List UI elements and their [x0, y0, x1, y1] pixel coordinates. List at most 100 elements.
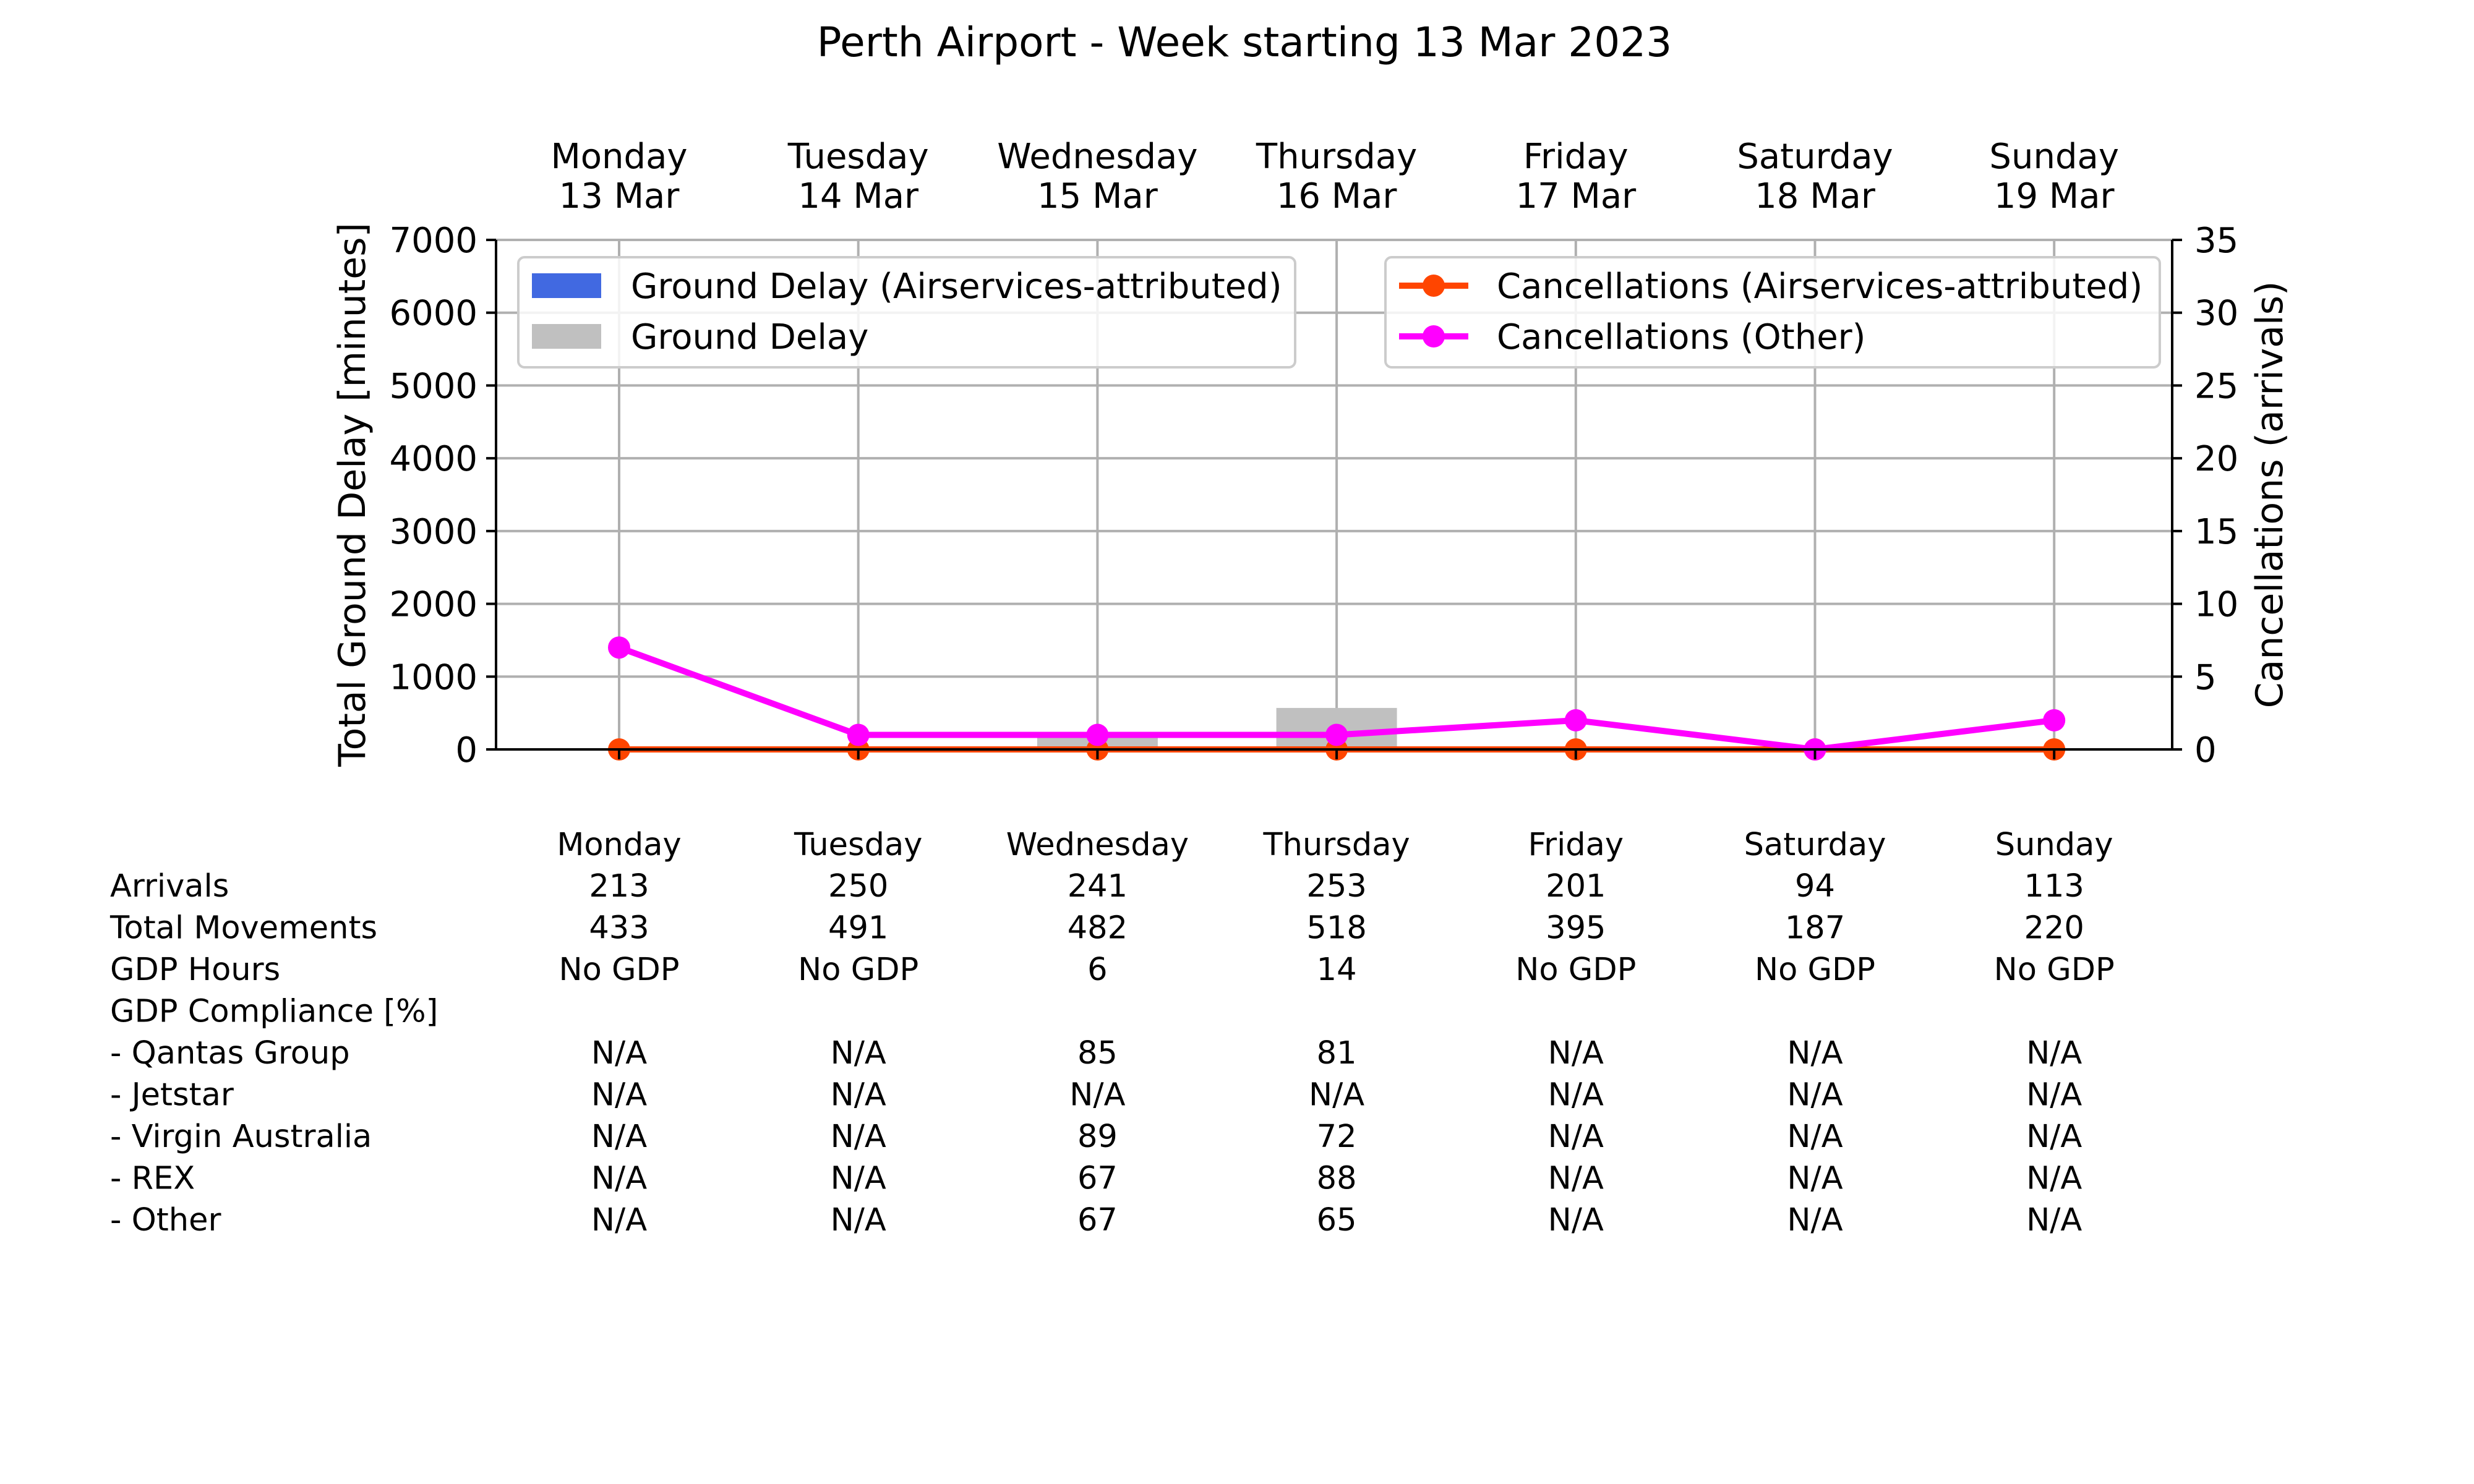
- table-cell: No GDP: [1994, 952, 2115, 988]
- table-cell: No GDP: [798, 952, 918, 988]
- table-cell: N/A: [2026, 1077, 2082, 1114]
- table-cell: 85: [1077, 1035, 1118, 1072]
- table-cell: N/A: [831, 1202, 886, 1239]
- left-axis-title: Total Ground Delay [minutes]: [331, 223, 374, 767]
- table-row-label: - Virgin Australia: [110, 1119, 372, 1155]
- table-cell: N/A: [2026, 1119, 2082, 1155]
- table-cell: N/A: [1548, 1161, 1604, 1197]
- top-date-label: 18 Mar: [1755, 176, 1876, 216]
- series-point-3-6: [2043, 709, 2066, 731]
- legend-marker-2: [1423, 275, 1445, 297]
- table-cell: 220: [2024, 910, 2084, 947]
- table-cell: N/A: [831, 1035, 886, 1072]
- top-date-label: 14 Mar: [798, 176, 919, 216]
- table-cell: N/A: [1309, 1077, 1364, 1114]
- table-cell: N/A: [1069, 1077, 1125, 1114]
- left-tick-label: 0: [455, 730, 477, 770]
- table-cell: N/A: [2026, 1202, 2082, 1239]
- right-tick-label: 35: [2194, 221, 2238, 261]
- series-point-3-1: [847, 723, 870, 746]
- legends-layer: Ground Delay (Airservices-attributed) Gro…: [517, 256, 2161, 369]
- top-date-label: 13 Mar: [559, 176, 680, 216]
- table-row-label: Total Movements: [109, 910, 377, 947]
- top-day-label: Saturday: [1737, 137, 1893, 177]
- top-day-label: Sunday: [1989, 137, 2119, 177]
- left-tick-label: 2000: [389, 585, 477, 625]
- table-cell: 67: [1077, 1202, 1118, 1239]
- table-cell: 14: [1317, 952, 1357, 988]
- legend-right-box: [1384, 256, 2161, 369]
- right-tick-label: 5: [2194, 657, 2217, 697]
- table-row-label: - Other: [110, 1202, 221, 1239]
- table-cell: N/A: [591, 1119, 647, 1155]
- table-cell: N/A: [591, 1202, 647, 1239]
- top-date-label: 17 Mar: [1515, 176, 1637, 216]
- right-tick-label: 10: [2194, 585, 2238, 625]
- left-tick-label: 3000: [389, 512, 477, 552]
- table-cell: 6: [1087, 952, 1107, 988]
- table-row-label: - Jetstar: [110, 1077, 234, 1114]
- table-header-cell: Sunday: [1995, 827, 2113, 863]
- series-point-3-4: [1564, 709, 1587, 731]
- right-axis-title: Cancellations (arrivals): [2248, 281, 2292, 709]
- axes-layer: 0 1000 2000 3000 4000 5000 6000 7000 0 5 10 15 20 25 3…: [331, 137, 2292, 770]
- right-tick-label: 20: [2194, 439, 2238, 479]
- top-day-label: Thursday: [1256, 137, 1417, 177]
- right-tick-label: 30: [2194, 294, 2238, 334]
- table-cell: 81: [1317, 1035, 1357, 1072]
- table-row-label: GDP Hours: [110, 952, 280, 988]
- table-header-cell: Friday: [1528, 827, 1624, 863]
- table-cell: 482: [1068, 910, 1128, 947]
- table-cell: 518: [1306, 910, 1366, 947]
- top-day-label: Tuesday: [787, 137, 929, 177]
- table-cell: 113: [2024, 868, 2084, 905]
- table-row-label: - REX: [110, 1161, 195, 1197]
- table-cell: N/A: [1548, 1077, 1604, 1114]
- table-cell: 241: [1068, 868, 1128, 905]
- table-cell: 201: [1546, 868, 1606, 905]
- table-cell: N/A: [831, 1077, 886, 1114]
- series-point-3-2: [1086, 723, 1109, 746]
- legend-swatch-1: [532, 324, 601, 349]
- table-cell: 395: [1546, 910, 1606, 947]
- table-cell: 88: [1317, 1161, 1357, 1197]
- legend-label-1: Ground Delay: [631, 317, 868, 357]
- top-date-label: 16 Mar: [1277, 176, 1398, 216]
- table-cell: N/A: [1787, 1077, 1843, 1114]
- legend-left-box: [517, 256, 1296, 369]
- table-header-cell: Thursday: [1263, 827, 1410, 863]
- data-table: Monday Tuesday Wednesday Thursday Friday Satu…: [109, 827, 2115, 1239]
- table-cell: N/A: [831, 1161, 886, 1197]
- legend-label-0: Ground Delay (Airservices-attributed): [631, 267, 1282, 307]
- left-tick-label: 6000: [389, 294, 477, 334]
- table-cell: N/A: [831, 1119, 886, 1155]
- table-cell: N/A: [1787, 1202, 1843, 1239]
- top-day-label: Monday: [550, 137, 687, 177]
- table-cell: No GDP: [1755, 952, 1875, 988]
- table-cell: 72: [1317, 1119, 1357, 1155]
- table-cell: No GDP: [559, 952, 679, 988]
- table-row-label: - Qantas Group: [110, 1035, 350, 1072]
- top-day-label: Wednesday: [997, 137, 1197, 177]
- legend-swatch-0: [532, 273, 601, 298]
- table-cell: N/A: [591, 1077, 647, 1114]
- table-header-cell: Saturday: [1744, 827, 1886, 863]
- table-cell: N/A: [2026, 1035, 2082, 1072]
- series-point-3-3: [1325, 723, 1348, 746]
- legend-marker-3: [1423, 325, 1445, 348]
- left-tick-label: 7000: [389, 221, 477, 261]
- table-cell: 89: [1077, 1119, 1118, 1155]
- legend-label-3: Cancellations (Other): [1497, 317, 1866, 357]
- chart-title: Perth Airport - Week starting 13 Mar 202…: [817, 19, 1672, 66]
- table-cell: No GDP: [1515, 952, 1636, 988]
- top-date-label: 15 Mar: [1037, 176, 1158, 216]
- table-cell: N/A: [1787, 1161, 1843, 1197]
- table-cell: 187: [1785, 910, 1845, 947]
- table-header-cell: Wednesday: [1006, 827, 1189, 863]
- table-cell: N/A: [1548, 1035, 1604, 1072]
- left-tick-label: 4000: [389, 439, 477, 479]
- left-tick-label: 5000: [389, 366, 477, 406]
- table-cell: N/A: [1787, 1035, 1843, 1072]
- table-cell: N/A: [1548, 1202, 1604, 1239]
